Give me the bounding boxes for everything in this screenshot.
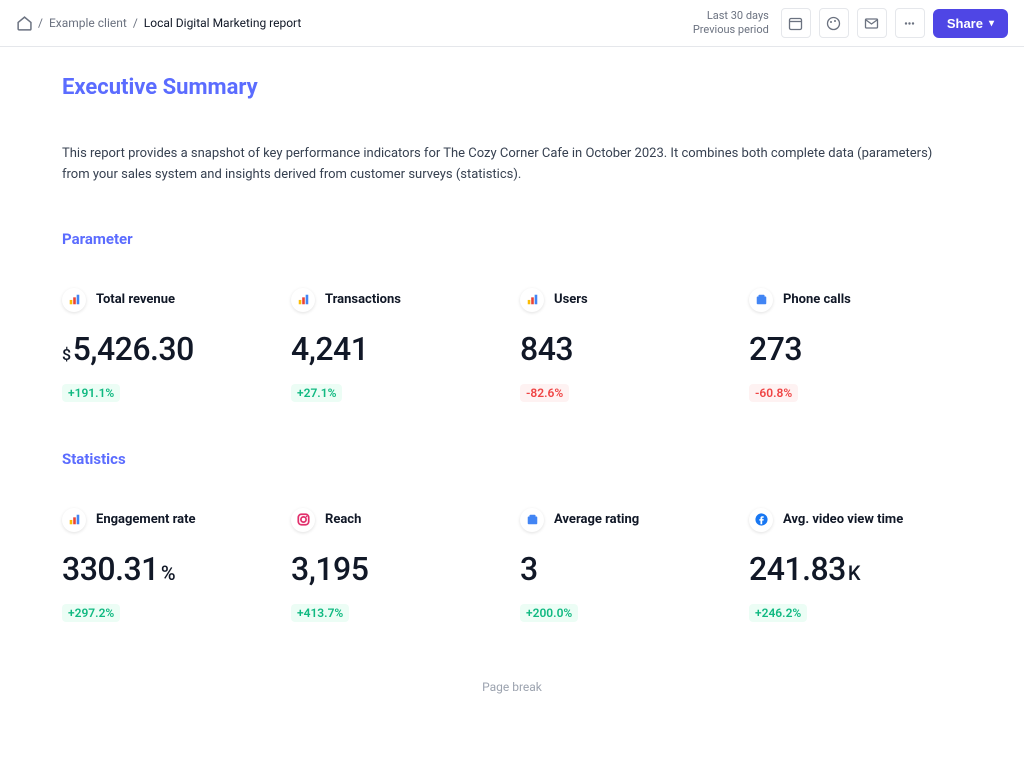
gbp-icon bbox=[520, 508, 544, 532]
metric-value: 273 bbox=[749, 330, 962, 368]
metric-transactions: Transactions 4,241 +27.1% bbox=[291, 288, 504, 402]
metric-avg-view-time: Avg. video view time 241.83 K +246.2% bbox=[749, 508, 962, 622]
metric-delta: -82.6% bbox=[520, 384, 569, 402]
metric-delta: +200.0% bbox=[520, 604, 578, 622]
share-label: Share bbox=[947, 16, 983, 31]
metric-label: Transactions bbox=[325, 292, 401, 307]
metric-value: 3,195 bbox=[291, 550, 504, 588]
date-range[interactable]: Last 30 days Previous period bbox=[693, 9, 769, 38]
metric-reach: Reach 3,195 +413.7% bbox=[291, 508, 504, 622]
metric-value: 3 bbox=[520, 550, 733, 588]
share-button[interactable]: Share ▾ bbox=[933, 9, 1008, 38]
statistics-grid: Engagement rate 330.31 % +297.2% Reach 3… bbox=[62, 508, 962, 622]
breadcrumb-sep: / bbox=[38, 16, 43, 30]
breadcrumb-sep: / bbox=[133, 16, 138, 30]
date-secondary: Previous period bbox=[693, 23, 769, 37]
metric-avg-rating: Average rating 3 +200.0% bbox=[520, 508, 733, 622]
ga-icon bbox=[62, 508, 86, 532]
metric-delta: +246.2% bbox=[749, 604, 807, 622]
calendar-icon bbox=[788, 16, 803, 31]
palette-icon bbox=[826, 16, 841, 31]
mail-button[interactable] bbox=[857, 8, 887, 38]
breadcrumb-parent[interactable]: Example client bbox=[49, 16, 127, 30]
section-title-parameter: Parameter bbox=[62, 230, 962, 248]
date-primary: Last 30 days bbox=[693, 9, 769, 23]
metric-phone-calls: Phone calls 273 -60.8% bbox=[749, 288, 962, 402]
metric-delta: +191.1% bbox=[62, 384, 120, 402]
ga-icon bbox=[291, 288, 315, 312]
page-title: Executive Summary bbox=[62, 75, 962, 100]
metric-label: Total revenue bbox=[96, 292, 175, 307]
metric-label: Users bbox=[554, 292, 588, 307]
breadcrumb: / Example client / Local Digital Marketi… bbox=[16, 15, 301, 31]
ga-icon bbox=[62, 288, 86, 312]
home-icon[interactable] bbox=[16, 15, 32, 31]
section-title-statistics: Statistics bbox=[62, 450, 962, 468]
parameter-grid: Total revenue $ 5,426.30 +191.1% Transac… bbox=[62, 288, 962, 402]
metric-engagement-rate: Engagement rate 330.31 % +297.2% bbox=[62, 508, 275, 622]
instagram-icon bbox=[291, 508, 315, 532]
more-icon bbox=[902, 16, 917, 31]
metric-label: Average rating bbox=[554, 512, 639, 527]
chevron-down-icon: ▾ bbox=[989, 18, 994, 29]
metric-total-revenue: Total revenue $ 5,426.30 +191.1% bbox=[62, 288, 275, 402]
metric-delta: +413.7% bbox=[291, 604, 349, 622]
gbp-icon bbox=[749, 288, 773, 312]
metric-delta: -60.8% bbox=[749, 384, 798, 402]
metric-value: $ 5,426.30 bbox=[62, 330, 275, 368]
metric-value: 4,241 bbox=[291, 330, 504, 368]
more-button[interactable] bbox=[895, 8, 925, 38]
theme-button[interactable] bbox=[819, 8, 849, 38]
metric-value: 330.31 % bbox=[62, 550, 275, 588]
metric-delta: +27.1% bbox=[291, 384, 342, 402]
metric-label: Avg. video view time bbox=[783, 512, 903, 527]
intro-text: This report provides a snapshot of key p… bbox=[62, 144, 962, 186]
metric-delta: +297.2% bbox=[62, 604, 120, 622]
breadcrumb-current: Local Digital Marketing report bbox=[144, 16, 302, 30]
metric-label: Reach bbox=[325, 512, 361, 527]
topbar-actions: Last 30 days Previous period Share ▾ bbox=[693, 8, 1008, 38]
metric-label: Engagement rate bbox=[96, 512, 196, 527]
facebook-icon bbox=[749, 508, 773, 532]
topbar: / Example client / Local Digital Marketi… bbox=[0, 0, 1024, 47]
metric-value: 843 bbox=[520, 330, 733, 368]
ga-icon bbox=[520, 288, 544, 312]
page-content: Executive Summary This report provides a… bbox=[62, 47, 962, 764]
mail-icon bbox=[864, 16, 879, 31]
calendar-button[interactable] bbox=[781, 8, 811, 38]
page-break-marker: Page break bbox=[62, 670, 962, 704]
metric-value: 241.83 K bbox=[749, 550, 962, 588]
metric-label: Phone calls bbox=[783, 292, 851, 307]
metric-users: Users 843 -82.6% bbox=[520, 288, 733, 402]
